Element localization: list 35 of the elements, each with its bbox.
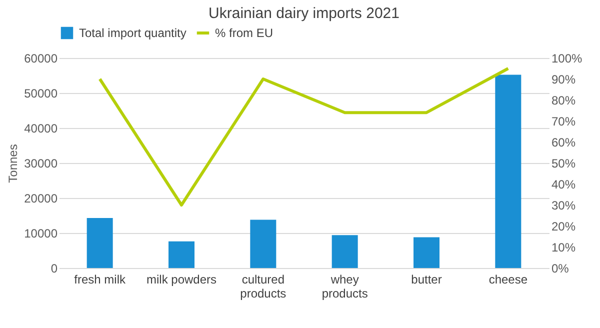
x-tick-label: fresh milk bbox=[74, 272, 126, 286]
y2-tick-label: 10% bbox=[552, 240, 576, 254]
bar bbox=[414, 237, 440, 268]
bar bbox=[250, 220, 276, 268]
y-tick-label: 20000 bbox=[24, 192, 58, 206]
y-axis-title: Tonnes bbox=[6, 144, 20, 183]
bar bbox=[332, 235, 358, 268]
x-tick-label: cultured products bbox=[240, 272, 286, 300]
y-tick-label: 50000 bbox=[24, 86, 58, 100]
y2-tick-label: 90% bbox=[552, 72, 576, 86]
y2-tick-label: 20% bbox=[552, 220, 576, 234]
y2-tick-label: 70% bbox=[552, 114, 576, 128]
x-tick-label: milk powders bbox=[146, 272, 217, 286]
legend-label: % from EU bbox=[215, 26, 274, 40]
y-tick-label: 40000 bbox=[24, 122, 58, 136]
y2-tick-label: 30% bbox=[552, 198, 576, 212]
y-tick-label: 30000 bbox=[24, 156, 58, 170]
y2-tick-label: 80% bbox=[552, 94, 576, 108]
line-series bbox=[98, 67, 510, 206]
y-tick-label: 60000 bbox=[24, 52, 58, 66]
x-tick-label: cheese bbox=[488, 272, 528, 286]
bar bbox=[168, 241, 194, 268]
bar bbox=[495, 74, 522, 268]
x-tick-label: butter bbox=[411, 272, 442, 286]
y2-tick-label: 50% bbox=[552, 156, 576, 170]
x-tick-label: whey products bbox=[322, 272, 368, 300]
bar bbox=[86, 218, 113, 268]
legend-label: Total import quantity bbox=[79, 26, 186, 40]
y2-tick-label: 60% bbox=[552, 136, 576, 150]
y2-tick-label: 100% bbox=[552, 52, 583, 66]
y2-tick-label: 0% bbox=[552, 262, 570, 276]
y2-tick-label: 40% bbox=[552, 178, 576, 192]
y-tick-label: 10000 bbox=[24, 226, 58, 240]
y-tick-label: 0 bbox=[50, 262, 58, 276]
chart-title: Ukrainian dairy imports 2021 bbox=[208, 5, 400, 22]
